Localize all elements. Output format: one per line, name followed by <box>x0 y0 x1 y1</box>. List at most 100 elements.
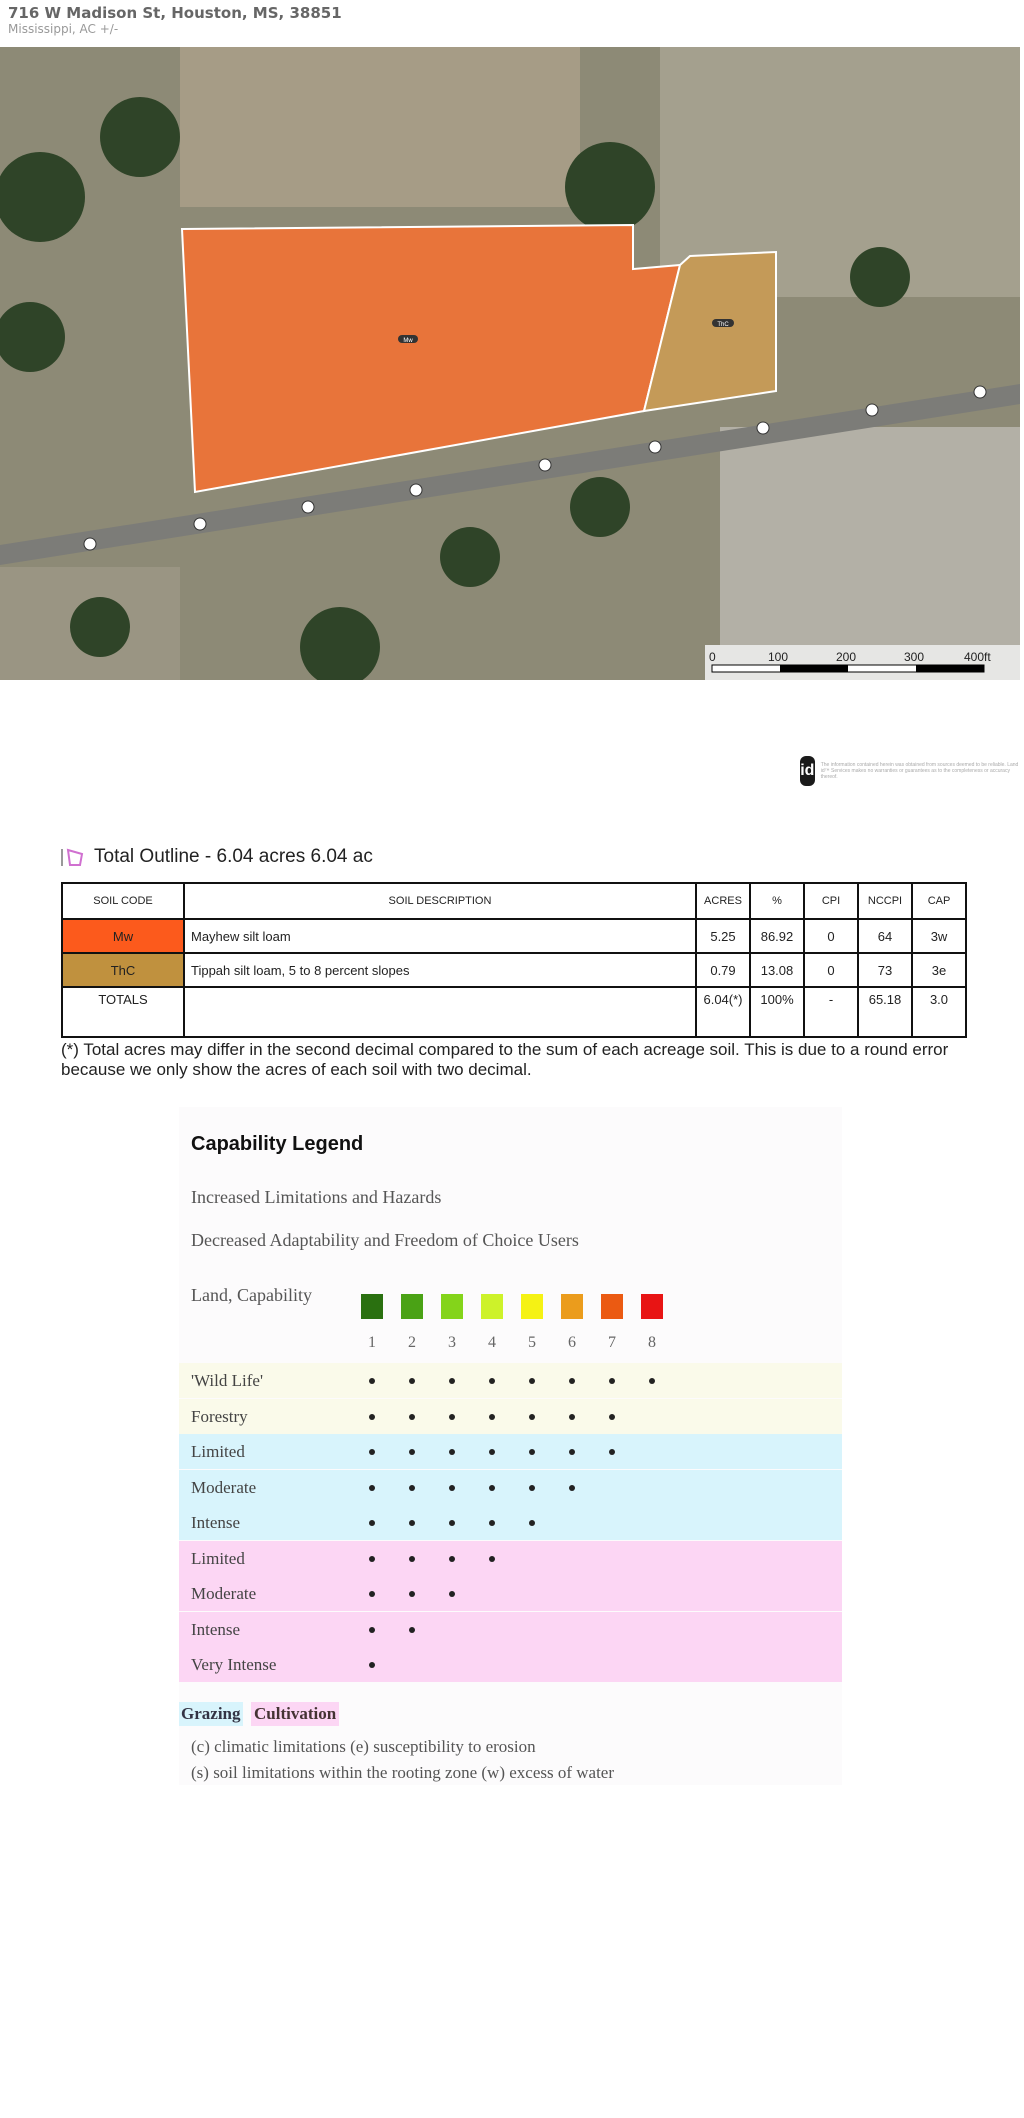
capability-dot <box>369 1555 375 1562</box>
capability-dot <box>569 1378 575 1384</box>
scale-label: 0 <box>709 650 716 664</box>
scale-label: 100 <box>768 650 788 664</box>
capability-dot <box>449 1378 455 1384</box>
capability-dot <box>529 1520 535 1526</box>
industrial-lot <box>720 427 1020 680</box>
capability-dot <box>409 1520 415 1526</box>
scale-bar: 0 100 200 300 400ft <box>705 645 1020 680</box>
legend-row-label: Intense <box>191 1513 241 1532</box>
capability-dot <box>609 1378 615 1384</box>
capability-class-number: 2 <box>408 1334 416 1351</box>
capability-dot <box>449 1449 455 1455</box>
col-cap: CAP <box>911 882 967 920</box>
legend-row-grazing: Limited <box>179 1434 842 1469</box>
capability-class-number: 5 <box>528 1334 536 1351</box>
soil-code: ThC <box>61 952 185 988</box>
acres: 5.25 <box>695 918 751 954</box>
disclaimer: id The information contained herein was … <box>800 756 1020 786</box>
col-soil-description: SOIL DESCRIPTION <box>183 882 697 920</box>
capability-dot <box>449 1520 455 1526</box>
road-markers <box>83 385 987 551</box>
field <box>180 47 580 207</box>
cpi: 0 <box>803 918 859 954</box>
landid-logo: id <box>800 756 815 786</box>
capability-dot <box>609 1449 615 1455</box>
capability-dot <box>449 1413 455 1420</box>
totals-acres: 6.04(*) <box>695 986 751 1038</box>
capability-dot <box>489 1520 495 1526</box>
cultivation-key: Cultivation <box>251 1702 340 1726</box>
totals-description <box>183 986 697 1038</box>
legend-row-wildlife: Forestry <box>179 1398 842 1434</box>
capability-dot <box>409 1413 415 1420</box>
capability-dot <box>449 1484 455 1491</box>
capability-class-number: 3 <box>448 1334 456 1351</box>
grazing-key: Grazing <box>179 1702 243 1726</box>
capability-dot <box>529 1413 535 1420</box>
capability-class-number: 1 <box>368 1334 376 1351</box>
legend-row-wildlife: 'Wild Life' <box>179 1363 842 1398</box>
legend-row-label: Moderate <box>191 1584 257 1603</box>
parcel-label-thc: ThC <box>717 322 729 328</box>
totals-cpi: - <box>803 986 859 1038</box>
totals-row: TOTALS 6.04(*) 100% - 65.18 3.0 <box>61 986 967 1038</box>
legend-row-label: Intense <box>191 1619 241 1639</box>
capability-dot <box>529 1378 535 1384</box>
soil-description: Mayhew silt loam <box>183 918 697 954</box>
capability-dot <box>489 1484 495 1491</box>
capability-class-number: 4 <box>488 1334 496 1351</box>
percent: 86.92 <box>749 918 805 954</box>
capability-dot <box>369 1520 375 1526</box>
table-header-row: SOIL CODE SOIL DESCRIPTION ACRES % CPI N… <box>61 882 967 920</box>
polygon-outline-icon <box>61 848 84 866</box>
land-capability-label: Land, Capability <box>191 1285 312 1305</box>
acreage-footnote: (*) Total acres may differ in the second… <box>61 1040 949 1079</box>
capability-dot <box>449 1555 455 1562</box>
capability-dot <box>489 1555 495 1562</box>
soil-table: SOIL CODE SOIL DESCRIPTION ACRES % CPI N… <box>61 882 967 1038</box>
capability-dot <box>369 1413 375 1420</box>
col-percent: % <box>749 882 805 920</box>
cap: 3w <box>911 918 967 954</box>
capability-dot <box>409 1378 415 1384</box>
capability-dot <box>369 1591 375 1597</box>
capability-dot <box>569 1449 575 1455</box>
capability-dot <box>369 1484 375 1491</box>
col-cpi: CPI <box>803 882 859 920</box>
capability-dot <box>449 1591 455 1597</box>
capability-class-4-swatch <box>481 1294 503 1319</box>
capability-dot <box>369 1626 375 1633</box>
cap: 3e <box>911 952 967 988</box>
parcel-thc <box>642 250 777 413</box>
legend-row-label: Very Intense <box>191 1655 277 1674</box>
capability-dot <box>409 1591 415 1597</box>
legend-row-cultivation: Moderate <box>179 1576 842 1611</box>
legend-row-label: Limited <box>191 1442 245 1461</box>
capability-dot <box>369 1378 375 1384</box>
capability-class-3-swatch <box>441 1294 463 1319</box>
outline-title: Total Outline - 6.04 acres 6.04 ac <box>60 846 373 868</box>
legend-note1: (c) climatic limitations (e) susceptibil… <box>191 1737 536 1756</box>
col-nccpi: NCCPI <box>857 882 913 920</box>
capability-class-1-swatch <box>361 1294 383 1319</box>
legend-line2: Decreased Adaptability and Freedom of Ch… <box>191 1230 579 1250</box>
capability-dot <box>529 1484 535 1491</box>
outline-title-text: Total Outline - 6.04 acres 6.04 ac <box>94 846 373 867</box>
legend-note2: (s) soil limitations within the rooting … <box>191 1763 615 1782</box>
scale-label: 400ft <box>964 650 991 664</box>
trees <box>0 97 910 680</box>
capability-class-2-swatch <box>401 1294 423 1319</box>
legend-row-grazing: Moderate <box>179 1469 842 1505</box>
legend-row-label: Moderate <box>191 1477 257 1497</box>
disclaimer-text: The information contained herein was obt… <box>820 762 1019 780</box>
aerial-soil-map[interactable]: Mw ThC 0 100 200 300 400ft <box>0 47 1020 680</box>
legend-row-cultivation: Limited <box>179 1540 842 1576</box>
scale-label: 300 <box>904 650 924 664</box>
capability-dot <box>569 1484 575 1491</box>
scale-label: 200 <box>836 650 856 664</box>
capability-dot <box>529 1449 535 1455</box>
totals-cap: 3.0 <box>911 986 967 1038</box>
legend-row-label: 'Wild Life' <box>191 1371 264 1390</box>
capability-legend: Capability Legend Increased Limitations … <box>179 1107 842 1785</box>
capability-class-number: 8 <box>648 1334 656 1351</box>
